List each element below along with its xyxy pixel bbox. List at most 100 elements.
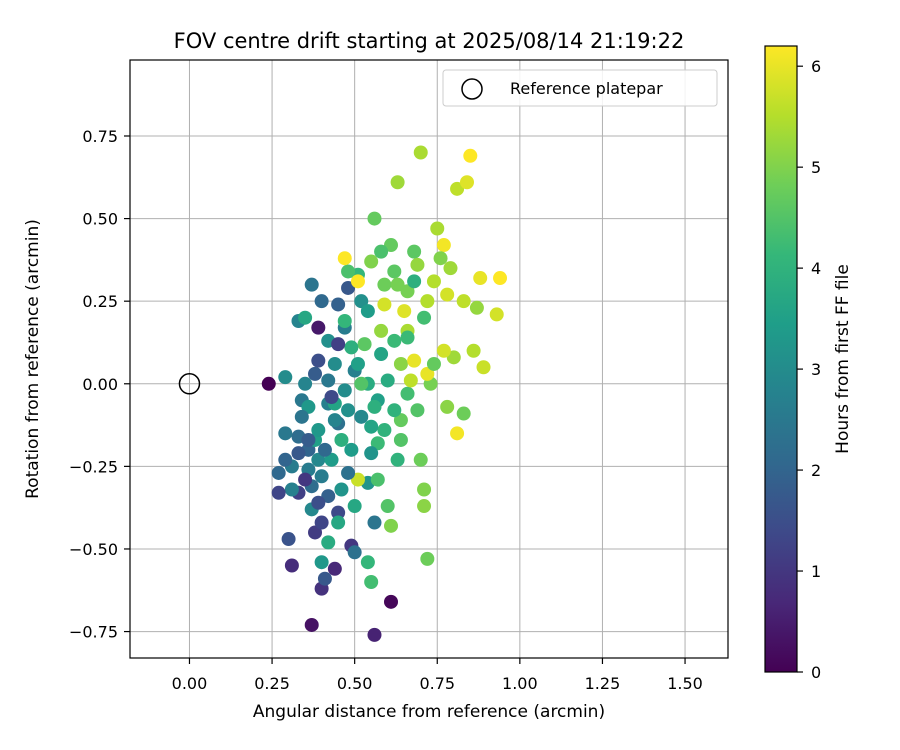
data-point [341,403,356,418]
data-point [321,373,336,388]
data-point [301,399,316,414]
data-point [360,304,375,319]
plot-area [129,59,729,659]
data-point [397,304,412,319]
data-point [360,555,375,570]
colorbar-gradient [765,46,797,672]
data-point [466,343,481,358]
data-point [271,465,286,480]
data-point [331,505,346,520]
data-point [390,175,405,190]
colorbar-tick-label-2: 2 [811,461,821,480]
data-point [374,323,389,338]
colorbar-frame [764,45,798,673]
data-point [291,446,306,461]
data-point [393,356,408,371]
data-point [337,314,352,329]
data-point [374,347,389,362]
data-point [367,211,382,226]
data-point [400,386,415,401]
y-tick-label-6: 0.75 [82,127,118,146]
data-point [341,280,356,295]
colorbar-label: Hours from first FF file [833,264,853,454]
data-points [261,145,508,642]
y-tick-label-0: −0.75 [69,623,118,642]
y-tick-label-5: 0.50 [82,210,118,229]
data-point [261,376,276,391]
data-point [324,389,339,404]
data-point [331,515,346,530]
data-point [364,575,379,590]
data-point [314,515,329,530]
colorbar-tick-label-5: 5 [811,158,821,177]
data-point [377,297,392,312]
chart-title: FOV centre drift starting at 2025/08/14 … [174,29,685,53]
data-point [281,532,296,547]
data-point [380,373,395,388]
data-point [334,432,349,447]
data-point [469,300,484,315]
data-point [311,495,326,510]
data-point [347,499,362,514]
plot-frame [129,59,729,659]
data-point [384,594,399,609]
data-point [370,436,385,451]
colorbar-tick-label-1: 1 [811,562,821,581]
colorbar-tick-label-6: 6 [811,57,821,76]
data-point [364,419,379,434]
x-axis-ticks: 0.00 0.25 0.50 0.75 1.00 1.25 1.50 [172,658,703,693]
data-point [354,376,369,391]
colorbar-tick-label-4: 4 [811,259,821,278]
data-point [344,442,359,457]
data-point [410,257,425,272]
data-point [331,297,346,312]
data-point [354,294,369,309]
data-point [374,244,389,259]
x-tick-label-1: 0.25 [254,674,290,693]
x-tick-label-3: 0.75 [419,674,455,693]
data-point [430,221,445,236]
x-tick-label-0: 0.00 [172,674,208,693]
data-point [413,452,428,467]
data-point [364,446,379,461]
x-tick-label-6: 1.50 [667,674,703,693]
data-point [387,403,402,418]
data-point [407,274,422,289]
x-tick-label-4: 1.00 [502,674,538,693]
data-point [304,277,319,292]
data-point [367,515,382,530]
y-tick-label-1: −0.50 [69,540,118,559]
data-point [387,264,402,279]
y-tick-label-2: −0.25 [69,457,118,476]
data-point [327,561,342,576]
data-point [301,432,316,447]
data-point [298,472,313,487]
data-point [390,277,405,292]
data-point [446,350,461,365]
data-point [426,274,441,289]
data-point [380,499,395,514]
data-point [407,244,422,259]
x-axis-label: Angular distance from reference (arcmin) [253,702,605,722]
data-point [311,353,326,368]
data-point [271,485,286,500]
data-point [321,535,336,550]
data-point [413,145,428,160]
data-point [357,337,372,352]
data-point [459,175,474,190]
y-axis-label: Rotation from reference (arcmin) [23,219,43,499]
data-point [344,340,359,355]
data-point [341,264,356,279]
data-point [393,413,408,428]
data-point [341,465,356,480]
data-point [420,551,435,566]
data-point [317,442,332,457]
data-point [321,489,336,504]
data-point [331,337,346,352]
data-point [367,627,382,642]
data-point [298,310,313,325]
data-point [327,413,342,428]
reference-point-marker [178,373,201,395]
data-point [308,525,323,540]
data-point [417,310,432,325]
